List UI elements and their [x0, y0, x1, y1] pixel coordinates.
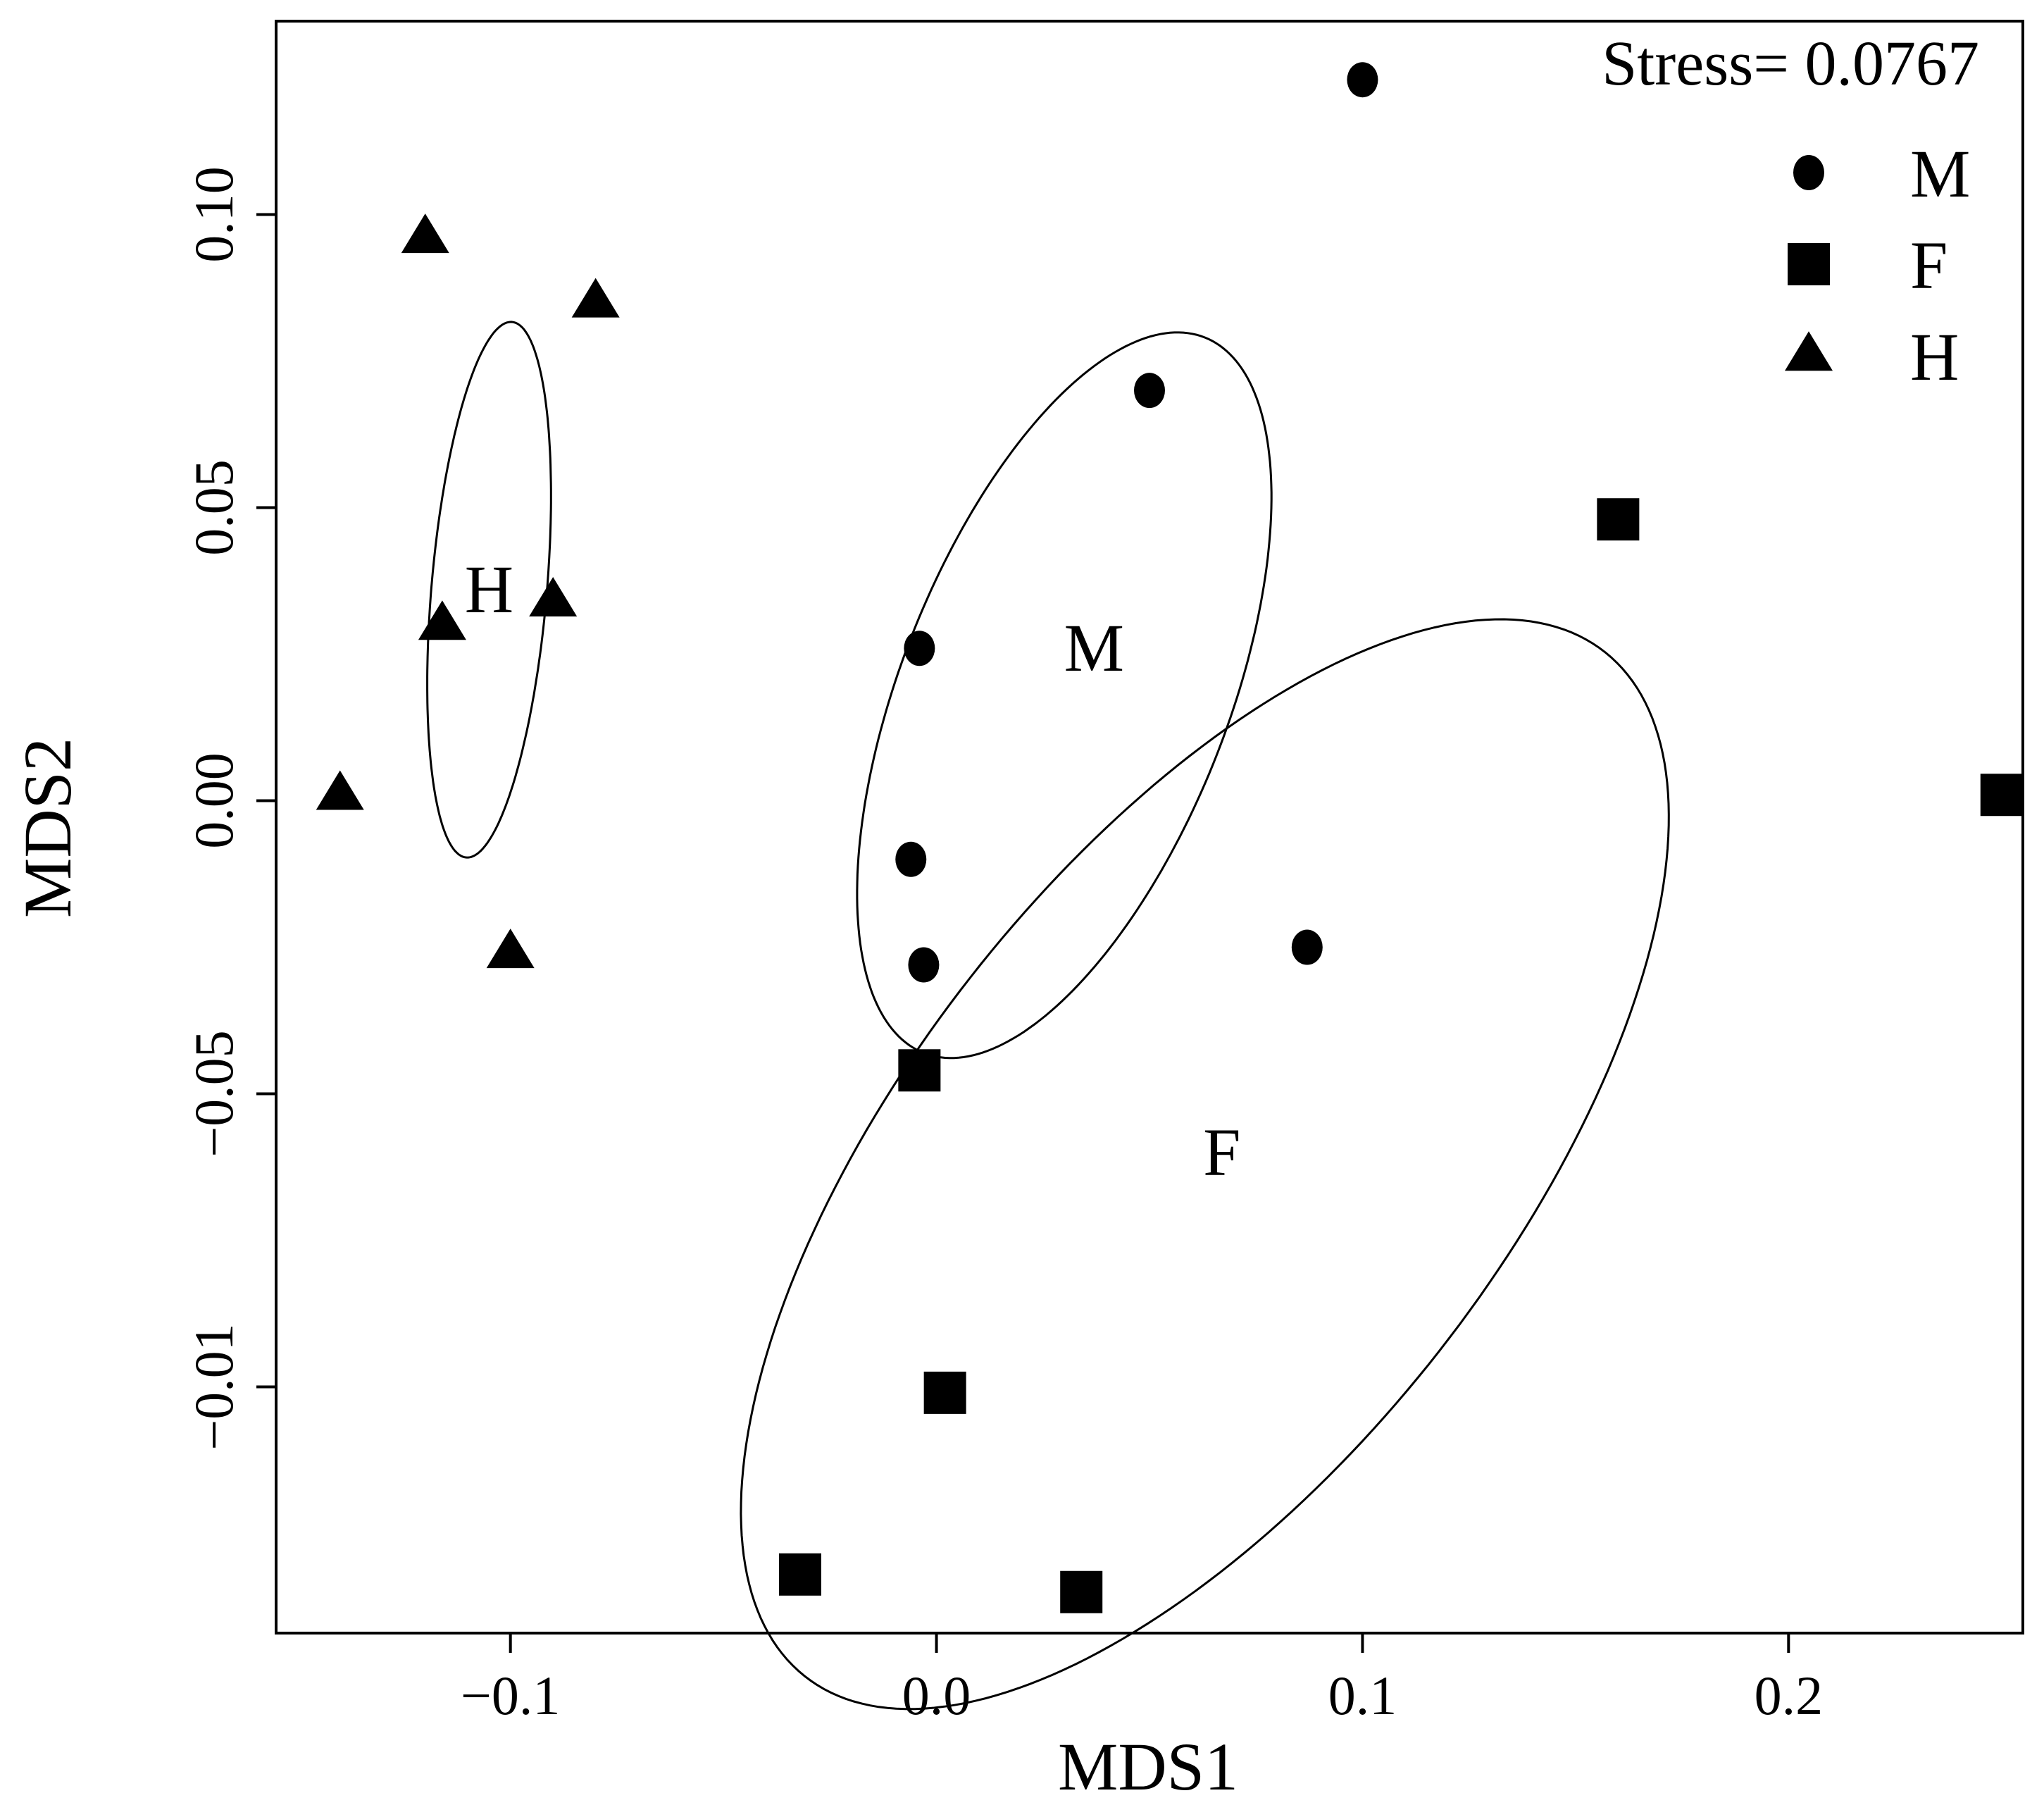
point-h-1: [401, 213, 449, 254]
point-f-2: [1980, 774, 2023, 817]
ellipse-label-f: F: [1203, 1115, 1240, 1190]
legend-marker-m: [1793, 155, 1824, 190]
legend: MFH: [1785, 136, 1970, 395]
point-h-5: [316, 770, 364, 810]
point-h-6: [486, 929, 535, 969]
point-m-1: [1347, 62, 1378, 98]
y-tick-label: −0.01: [183, 1323, 244, 1451]
x-tick-label: 0.1: [1328, 1665, 1397, 1726]
x-tick-label: −0.1: [461, 1665, 561, 1726]
point-f-4: [923, 1371, 966, 1414]
point-h-4: [529, 576, 578, 616]
point-f-6: [1060, 1570, 1103, 1613]
y-axis-title: MDS2: [10, 738, 85, 918]
point-m-6: [1291, 929, 1323, 965]
point-m-2: [1134, 373, 1165, 409]
point-f-5: [779, 1553, 821, 1596]
x-tick-label: 0.0: [902, 1665, 971, 1726]
point-h-3: [418, 600, 466, 640]
legend-label-m: M: [1910, 136, 1970, 211]
point-h-2: [571, 278, 620, 318]
x-axis-title: MDS1: [1058, 1729, 1238, 1804]
point-m-3: [904, 631, 935, 666]
point-f-1: [1597, 498, 1640, 541]
plot-frame: [275, 20, 2024, 1635]
stress-annotation: Stress= 0.0767: [1602, 29, 1979, 99]
y-tick-label: 0.10: [183, 166, 244, 263]
y-tick-label: 0.05: [183, 459, 244, 556]
ellipse-label-h: H: [465, 552, 513, 627]
legend-marker-f: [1788, 243, 1830, 285]
ellipse-f: [740, 618, 1670, 1711]
ellipse-h: [426, 321, 552, 859]
point-layer: [316, 62, 2023, 1613]
ellipse-m: [856, 331, 1273, 1060]
legend-marker-h: [1785, 331, 1833, 371]
legend-label-h: H: [1910, 319, 1959, 395]
x-tick-label: 0.2: [1755, 1665, 1824, 1726]
ellipse-layer: H M F: [426, 321, 1670, 1711]
axis-layer: −0.1 0.0 0.1 0.2 0.10 0.05 0.00 −0.05 −0.01: [183, 166, 1823, 1726]
point-m-5: [908, 947, 940, 983]
point-f-3: [898, 1049, 941, 1092]
y-tick-label: −0.05: [183, 1030, 244, 1158]
ellipse-label-m: M: [1064, 610, 1124, 686]
y-tick-label: 0.00: [183, 752, 244, 849]
point-m-4: [895, 841, 927, 877]
legend-label-f: F: [1910, 228, 1948, 303]
